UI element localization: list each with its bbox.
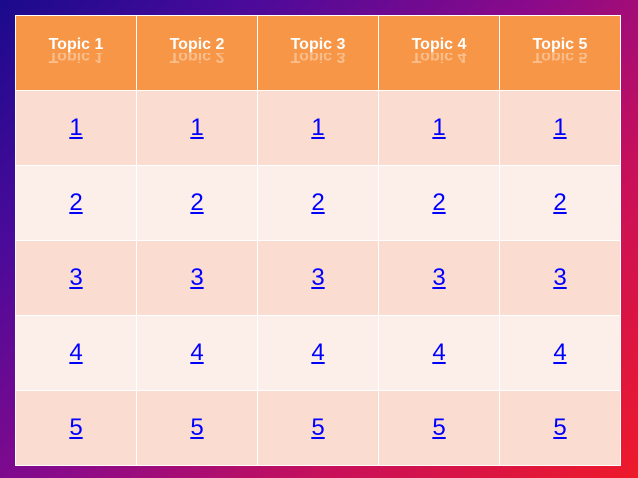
board-cell: 5 — [136, 390, 258, 466]
question-link-t2-r2[interactable]: 2 — [190, 189, 204, 216]
topic-2-reflection: Topic 2 — [169, 53, 225, 63]
question-link-t5-r1[interactable]: 1 — [553, 114, 567, 141]
board-cell: 3 — [15, 240, 137, 316]
question-link-t4-r4[interactable]: 4 — [432, 339, 446, 366]
question-link-t3-r1[interactable]: 1 — [311, 114, 325, 141]
table-row: 4 4 4 4 4 — [15, 315, 621, 391]
question-link-t1-r2[interactable]: 2 — [69, 189, 83, 216]
topic-header-1: Topic 1 Topic 1 — [15, 15, 137, 91]
topic-header-3: Topic 3 Topic 3 — [257, 15, 379, 91]
question-link-t4-r2[interactable]: 2 — [432, 189, 446, 216]
board-cell: 1 — [499, 90, 621, 166]
question-link-t4-r5[interactable]: 5 — [432, 414, 446, 441]
board-cell: 4 — [136, 315, 258, 391]
question-link-t5-r3[interactable]: 3 — [553, 264, 567, 291]
topic-4-reflection: Topic 4 — [411, 53, 467, 63]
topic-5-label: Topic 5 — [532, 36, 588, 53]
board-cell: 5 — [499, 390, 621, 466]
board-cell: 2 — [257, 165, 379, 241]
board-cell: 3 — [378, 240, 500, 316]
board-cell: 1 — [378, 90, 500, 166]
table-row: 5 5 5 5 5 — [15, 390, 621, 466]
question-link-t5-r5[interactable]: 5 — [553, 414, 567, 441]
question-link-t2-r3[interactable]: 3 — [190, 264, 204, 291]
board-cell: 1 — [136, 90, 258, 166]
board-cell: 5 — [257, 390, 379, 466]
question-link-t3-r3[interactable]: 3 — [311, 264, 325, 291]
question-link-t4-r3[interactable]: 3 — [432, 264, 446, 291]
question-link-t2-r1[interactable]: 1 — [190, 114, 204, 141]
board-cell: 5 — [15, 390, 137, 466]
board-cell: 2 — [136, 165, 258, 241]
board-cell: 1 — [15, 90, 137, 166]
topic-1-label: Topic 1 — [48, 36, 104, 53]
question-link-t3-r4[interactable]: 4 — [311, 339, 325, 366]
question-link-t1-r4[interactable]: 4 — [69, 339, 83, 366]
question-link-t1-r5[interactable]: 5 — [69, 414, 83, 441]
topic-header-5: Topic 5 Topic 5 — [499, 15, 621, 91]
table-row: 3 3 3 3 3 — [15, 240, 621, 316]
board-cell: 5 — [378, 390, 500, 466]
question-link-t5-r2[interactable]: 2 — [553, 189, 567, 216]
board-cell: 3 — [499, 240, 621, 316]
board-cell: 1 — [257, 90, 379, 166]
board-cell: 3 — [257, 240, 379, 316]
question-link-t1-r3[interactable]: 3 — [69, 264, 83, 291]
board-cell: 4 — [378, 315, 500, 391]
question-link-t4-r1[interactable]: 1 — [432, 114, 446, 141]
topic-5-reflection: Topic 5 — [532, 53, 588, 63]
board-cell: 4 — [15, 315, 137, 391]
board-cell: 2 — [378, 165, 500, 241]
question-link-t3-r2[interactable]: 2 — [311, 189, 325, 216]
board-cell: 2 — [15, 165, 137, 241]
topic-4-label: Topic 4 — [411, 36, 467, 53]
board-cell: 4 — [257, 315, 379, 391]
topic-header-4: Topic 4 Topic 4 — [378, 15, 500, 91]
table-row: 2 2 2 2 2 — [15, 165, 621, 241]
topic-3-reflection: Topic 3 — [290, 53, 346, 63]
board-cell: 3 — [136, 240, 258, 316]
question-link-t3-r5[interactable]: 5 — [311, 414, 325, 441]
topic-2-label: Topic 2 — [169, 36, 225, 53]
board-cell: 4 — [499, 315, 621, 391]
topic-header-2: Topic 2 Topic 2 — [136, 15, 258, 91]
board-cell: 2 — [499, 165, 621, 241]
table-row: 1 1 1 1 1 — [15, 90, 621, 166]
question-link-t2-r4[interactable]: 4 — [190, 339, 204, 366]
question-link-t5-r4[interactable]: 4 — [553, 339, 567, 366]
question-link-t1-r1[interactable]: 1 — [69, 114, 83, 141]
topic-header-row: Topic 1 Topic 1 Topic 2 Topic 2 Topic 3 … — [15, 15, 621, 91]
topic-1-reflection: Topic 1 — [48, 53, 104, 63]
question-link-t2-r5[interactable]: 5 — [190, 414, 204, 441]
topic-3-label: Topic 3 — [290, 36, 346, 53]
jeopardy-board: Topic 1 Topic 1 Topic 2 Topic 2 Topic 3 … — [15, 15, 621, 466]
